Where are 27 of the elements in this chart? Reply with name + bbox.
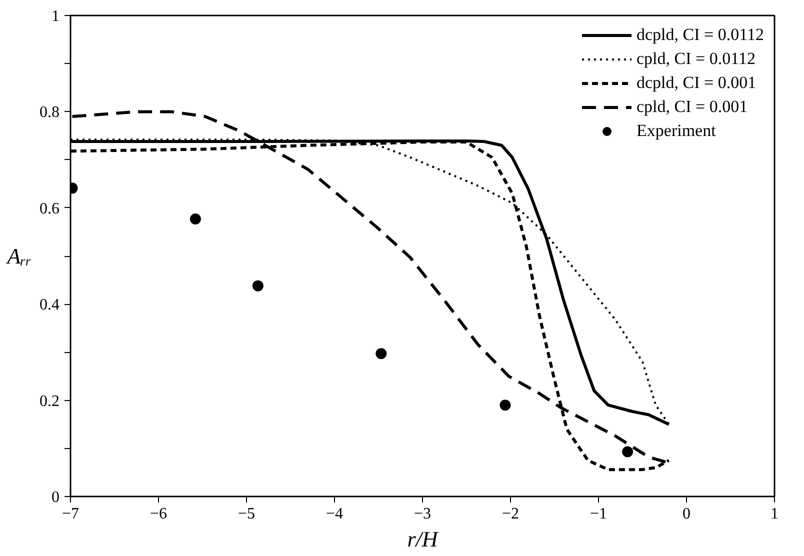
x-axis-title: r/H xyxy=(407,526,439,552)
legend-label: dcpld, CI = 0.0112 xyxy=(636,25,764,45)
point xyxy=(252,280,264,292)
y-tick-label: 0.6 xyxy=(40,200,60,218)
x-tick-label: −3 xyxy=(414,506,432,522)
y-tick-label: 0.8 xyxy=(40,104,60,122)
legend-label: cpld, CI = 0.0112 xyxy=(636,49,756,69)
point xyxy=(500,400,511,411)
x-tick-label: −5 xyxy=(238,506,256,522)
x-tick-label: −2 xyxy=(502,506,520,522)
y-tick-label: 1 xyxy=(52,8,60,25)
y-tick-label: 0.2 xyxy=(40,392,60,410)
y-tick-label: 0 xyxy=(52,489,60,506)
y-tick-label: 0.4 xyxy=(40,296,60,314)
y-axis-title: Aᵣᵣ xyxy=(5,244,32,268)
point xyxy=(622,446,634,458)
x-tick-label: 0 xyxy=(682,506,690,522)
point xyxy=(376,348,387,360)
point xyxy=(190,213,201,224)
legend-label: cpld, CI = 0.001 xyxy=(636,97,748,117)
legend-label: Experiment xyxy=(636,121,716,141)
x-tick-label: −4 xyxy=(326,506,344,522)
x-tick-label: −1 xyxy=(590,506,608,522)
x-tick-label: 1 xyxy=(770,506,778,522)
legend-label: dcpld, CI = 0.001 xyxy=(636,73,756,93)
x-tick-label: −7 xyxy=(62,506,80,522)
x-tick-label: −6 xyxy=(150,506,168,522)
